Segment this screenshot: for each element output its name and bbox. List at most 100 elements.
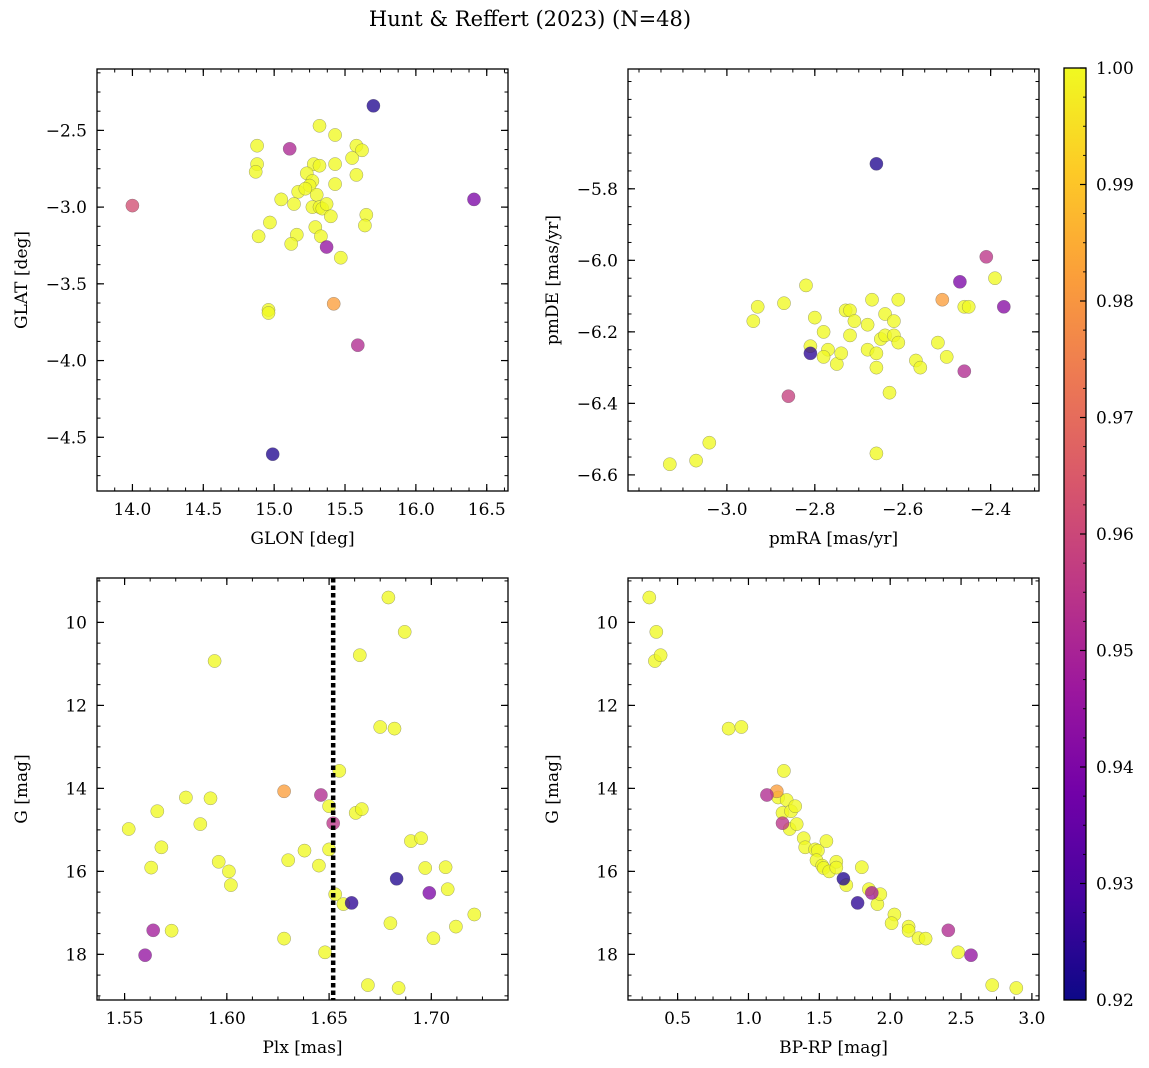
y-tick-label: 10 <box>65 613 87 633</box>
data-point <box>138 948 152 963</box>
y-tick-label: 14 <box>596 779 618 799</box>
data-point <box>319 240 334 254</box>
data-point <box>781 389 796 404</box>
x-tick-label: −2.4 <box>970 500 1011 520</box>
data-point <box>322 842 336 857</box>
data-point <box>689 453 703 468</box>
data-point <box>440 882 455 897</box>
y-tick-label: −6.2 <box>577 323 618 343</box>
data-point <box>799 278 813 293</box>
data-point <box>702 435 717 450</box>
y-tick-label: 12 <box>596 696 618 716</box>
data-point <box>939 350 954 364</box>
colorbar-tick-label: 0.95 <box>1096 642 1134 662</box>
data-point <box>750 299 765 314</box>
x-tick-label: 1.5 <box>806 1009 833 1029</box>
data-point <box>284 237 299 251</box>
data-point <box>869 446 884 461</box>
data-point <box>961 299 976 314</box>
x-axis-label: pmRA [mas/yr] <box>769 529 898 549</box>
data-point <box>775 816 790 831</box>
data-point <box>322 799 336 814</box>
x-tick-label: 1.55 <box>106 1009 144 1029</box>
x-axis-label: Plx [mas] <box>262 1038 342 1058</box>
y-tick-label: −3.0 <box>46 198 87 218</box>
data-point <box>418 861 433 875</box>
data-point <box>318 945 332 960</box>
colorbar: 0.92 0.93 0.94 0.95 0.96 0.97 0.98 0.99 1.00 <box>1063 59 1134 1011</box>
y-tick-label: −3.5 <box>46 275 87 295</box>
y-tick-label: 16 <box>596 862 618 882</box>
data-point <box>344 896 359 910</box>
x-tick-label: 1.65 <box>310 1009 348 1029</box>
data-point <box>760 788 774 802</box>
data-point <box>144 860 159 875</box>
data-point <box>381 590 396 605</box>
data-point <box>328 157 342 171</box>
data-point <box>985 978 1000 992</box>
data-point <box>438 860 453 875</box>
y-axis-label: G [mag] <box>12 754 32 823</box>
data-point <box>328 177 342 191</box>
data-point <box>319 197 334 211</box>
data-point <box>373 720 388 734</box>
x-tick-label: −3.0 <box>706 500 747 520</box>
data-point <box>854 860 869 875</box>
data-point <box>996 299 1011 314</box>
data-point <box>882 385 897 400</box>
data-point <box>918 931 933 946</box>
x-tick-label: 2.5 <box>948 1009 975 1029</box>
data-point <box>345 151 359 165</box>
data-point <box>864 886 879 900</box>
data-point <box>935 292 950 307</box>
data-point <box>358 218 372 233</box>
data-point <box>328 128 342 142</box>
data-point <box>988 271 1002 286</box>
y-tick-label: 18 <box>65 945 87 965</box>
data-point <box>309 187 324 202</box>
data-point <box>887 314 901 328</box>
data-point <box>150 804 165 819</box>
data-point <box>389 871 404 886</box>
data-point <box>777 764 791 778</box>
data-point <box>816 350 831 364</box>
colorbar-tick-label: 0.98 <box>1096 292 1134 312</box>
data-point <box>734 720 749 734</box>
data-point <box>350 338 365 353</box>
y-tick-label: −6.0 <box>577 251 618 271</box>
y-tick-label: 16 <box>65 862 87 882</box>
data-point <box>277 784 291 799</box>
data-point <box>263 215 277 230</box>
axes-frame <box>96 68 509 492</box>
colorbar-tick-label: 0.93 <box>1096 875 1134 895</box>
data-point <box>953 274 967 289</box>
data-point <box>193 817 208 831</box>
data-point <box>146 923 161 938</box>
data-point <box>274 192 289 207</box>
x-tick-label: 16.5 <box>468 500 506 520</box>
data-point <box>179 790 193 805</box>
y-tick-label: 12 <box>65 696 87 716</box>
axes-frame <box>96 577 509 1001</box>
y-tick-label: −6.4 <box>577 394 618 414</box>
data-point <box>383 916 398 931</box>
data-point <box>931 335 945 350</box>
data-point <box>891 292 906 307</box>
data-point <box>964 948 978 963</box>
data-point <box>941 923 956 938</box>
data-point <box>847 314 862 328</box>
y-tick-label: −2.5 <box>46 121 87 141</box>
data-point <box>355 143 369 158</box>
x-tick-label: 3.0 <box>1018 1009 1045 1029</box>
data-point <box>467 192 481 207</box>
data-point <box>326 296 341 311</box>
data-point <box>834 346 849 361</box>
data-point <box>422 886 437 900</box>
data-point <box>649 625 664 639</box>
data-point <box>829 860 844 875</box>
y-axis-label: GLAT [deg] <box>12 231 32 329</box>
data-point <box>746 314 761 328</box>
x-tick-label: −2.6 <box>882 500 923 520</box>
data-point <box>354 802 369 816</box>
